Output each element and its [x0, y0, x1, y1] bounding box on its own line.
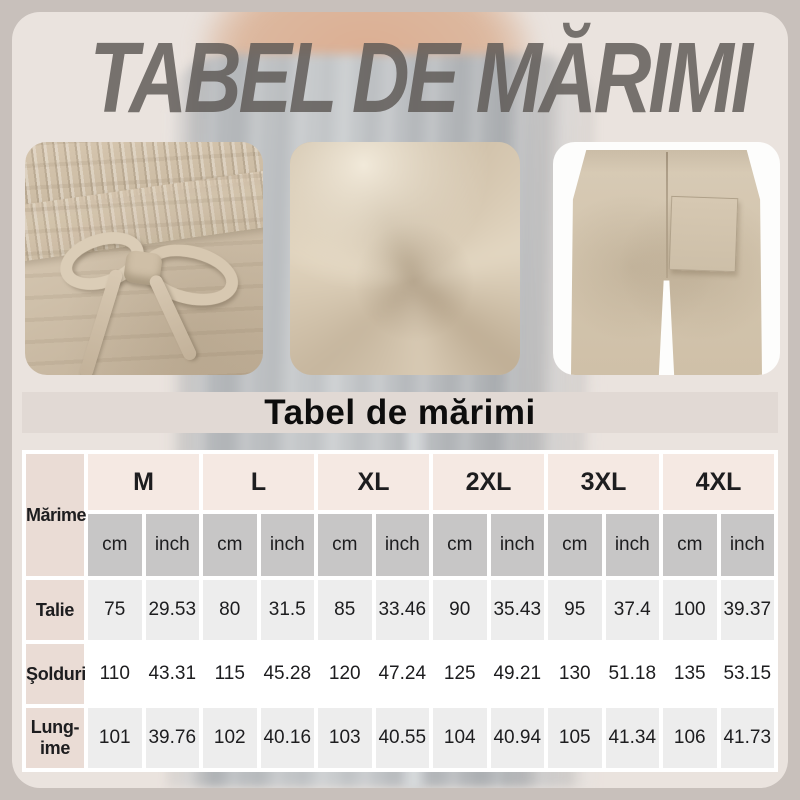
- pants-back-silhouette: [571, 150, 762, 375]
- measurement-value: 101: [88, 708, 142, 768]
- measurement-value: 115: [203, 644, 257, 704]
- size-column-header: L: [203, 454, 314, 510]
- unit-header: cm: [88, 514, 142, 576]
- unit-header: cm: [548, 514, 602, 576]
- unit-header: inch: [260, 514, 314, 576]
- table-corner-label: Mărime: [26, 454, 87, 576]
- measurement-value: 105: [548, 708, 602, 768]
- measurement-value: 75: [88, 580, 142, 640]
- measurement-value: 39.37: [720, 580, 774, 640]
- measurement-value: 53.15: [720, 644, 774, 704]
- unit-header: cm: [433, 514, 487, 576]
- measurement-value: 51.18: [605, 644, 659, 704]
- row-label: Şolduri: [26, 644, 86, 704]
- measurement-value: 40.55: [375, 708, 429, 768]
- measurement-value: 40.94: [490, 708, 544, 768]
- unit-header: inch: [605, 514, 659, 576]
- size-column-header: 4XL: [663, 454, 774, 510]
- measurement-value: 103: [318, 708, 372, 768]
- table-row: Şolduri 110 43.31 115 45.28 120 47.24 125 49.21 1…: [26, 644, 774, 704]
- measurement-value: 47.24: [375, 644, 429, 704]
- unit-header: cm: [663, 514, 717, 576]
- measurement-value: 120: [318, 644, 372, 704]
- unit-header: cm: [203, 514, 257, 576]
- measurement-value: 35.43: [490, 580, 544, 640]
- unit-header: inch: [145, 514, 199, 576]
- size-column-header: M: [88, 454, 199, 510]
- unit-header: inch: [375, 514, 429, 576]
- measurement-value: 125: [433, 644, 487, 704]
- unit-header: inch: [490, 514, 544, 576]
- measurement-value: 29.53: [145, 580, 199, 640]
- page-title: TABEL DE MĂRIMI: [89, 22, 753, 134]
- table-row: Talie 75 29.53 80 31.5 85 33.46 90 35.43 95 37.4 10…: [26, 580, 774, 640]
- detail-photo-back-view: [553, 142, 780, 375]
- measurement-value: 49.21: [490, 644, 544, 704]
- measurement-value: 33.46: [375, 580, 429, 640]
- measurement-value: 41.34: [605, 708, 659, 768]
- size-column-header: 3XL: [548, 454, 659, 510]
- section-heading: Tabel de mărimi: [264, 393, 536, 432]
- section-heading-band: Tabel de mărimi: [22, 392, 778, 433]
- measurement-value: 43.31: [145, 644, 199, 704]
- measurement-value: 100: [663, 580, 717, 640]
- measurement-value: 95: [548, 580, 602, 640]
- measurement-value: 135: [663, 644, 717, 704]
- row-label: Lung- ime: [26, 708, 84, 768]
- measurement-value: 45.28: [260, 644, 314, 704]
- table-row: Lung- ime 101 39.76 102 40.16 103 40.55 104 40.9…: [26, 708, 774, 768]
- measurement-value: 40.16: [260, 708, 314, 768]
- measurement-value: 31.5: [260, 580, 314, 640]
- size-column-header: 2XL: [433, 454, 544, 510]
- measurement-value: 85: [318, 580, 372, 640]
- detail-photo-fabric-swirl: [290, 142, 520, 375]
- row-label: Talie: [26, 580, 84, 640]
- measurement-value: 41.73: [720, 708, 774, 768]
- measurement-value: 90: [433, 580, 487, 640]
- content-panel: TABEL DE MĂRIMI Tabel de mărimi Mă: [12, 12, 788, 788]
- measurement-value: 104: [433, 708, 487, 768]
- back-pocket: [669, 196, 739, 273]
- measurement-value: 80: [203, 580, 257, 640]
- swirl-highlight: [290, 142, 520, 375]
- size-column-header: XL: [318, 454, 429, 510]
- center-seam: [665, 152, 668, 278]
- measurement-value: 110: [88, 644, 142, 704]
- measurement-value: 102: [203, 708, 257, 768]
- measurement-value: 106: [663, 708, 717, 768]
- size-table: Mărime M L XL 2XL 3XL 4XL cm inch cm inch cm inch cm i…: [22, 450, 778, 772]
- measurement-value: 39.76: [145, 708, 199, 768]
- measurement-value: 130: [548, 644, 602, 704]
- measurement-value: 37.4: [605, 580, 659, 640]
- detail-photo-drawstring: [25, 142, 263, 375]
- unit-header: cm: [318, 514, 372, 576]
- unit-header: inch: [720, 514, 774, 576]
